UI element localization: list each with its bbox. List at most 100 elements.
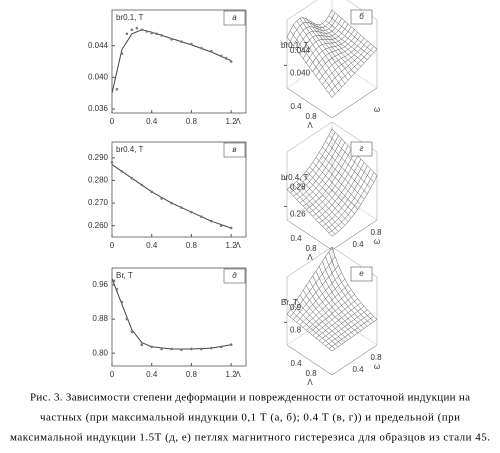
y-tick-label: 0.280 <box>88 176 109 185</box>
plot-frame <box>111 9 247 114</box>
caption-line: Рис. 3. Зависимости степени деформации и… <box>30 392 470 404</box>
surface-mesh <box>328 135 374 183</box>
surface-mesh <box>325 20 371 57</box>
surface-mesh <box>315 35 362 77</box>
surface-mesh <box>315 157 362 205</box>
caption-line: частных (при максимальной индукции 0,1 Т… <box>40 412 460 424</box>
panel-letter: е <box>359 269 364 278</box>
surface-mesh <box>328 316 374 349</box>
w-axis-label: ω <box>374 362 380 371</box>
data-point <box>200 46 203 50</box>
data-point <box>120 52 124 55</box>
data-point <box>120 300 124 304</box>
x-tick-label: 0.4 <box>290 359 302 368</box>
z-tick-label: 0.044 <box>290 46 311 55</box>
surface-mesh <box>322 146 368 195</box>
surface-mesh <box>312 22 358 71</box>
data-point <box>170 38 173 41</box>
x-tick-label: 0.8 <box>305 244 317 253</box>
z-tick-label: 0.8 <box>290 325 302 334</box>
data-point <box>115 87 119 91</box>
x-axis-label: Λ <box>307 378 313 387</box>
x-axis-label: Λ <box>235 241 241 250</box>
surface-mesh <box>318 37 365 81</box>
data-point <box>155 32 158 36</box>
z-tick-label: 0.9 <box>290 303 302 312</box>
data-point <box>140 28 144 32</box>
data-point <box>170 347 173 351</box>
x-axis-label: Λ <box>307 253 313 262</box>
surface-mesh <box>312 162 358 210</box>
surface-mesh <box>322 40 368 85</box>
data-point <box>229 226 233 230</box>
data-point <box>219 224 223 227</box>
panel-letter-box <box>223 10 246 26</box>
data-point <box>180 348 183 352</box>
x-tick-label: 0.8 <box>186 370 198 379</box>
data-point <box>145 30 149 33</box>
data-point <box>229 343 233 346</box>
data-point <box>150 190 154 194</box>
data-point <box>150 345 154 349</box>
z-tick-label: 0.26 <box>290 210 306 219</box>
data-point <box>130 28 134 32</box>
x-tick-label: 0.8 <box>186 117 198 126</box>
plot-frame <box>111 141 247 238</box>
surface-mesh <box>325 256 371 325</box>
surface-mesh <box>318 266 365 329</box>
data-point <box>135 26 139 30</box>
panel-letter-box <box>350 141 373 157</box>
w-tick-label: 0.4 <box>352 240 364 249</box>
surface-mesh <box>322 165 368 227</box>
x-tick-label: 0 <box>110 117 115 126</box>
w-tick-label: 0.4 <box>352 365 364 374</box>
surface-mesh <box>328 15 374 53</box>
data-point <box>130 176 134 180</box>
x-axis-label: Λ <box>307 121 313 130</box>
y-tick-label: 0.88 <box>92 314 108 323</box>
x-tick-label: 0 <box>110 370 115 379</box>
surface-mesh <box>312 155 358 217</box>
data-point <box>190 347 193 351</box>
y-tick-label: 0.96 <box>92 280 108 289</box>
x-axis-label: Λ <box>235 117 241 126</box>
y-tick-label: 0.260 <box>88 221 109 230</box>
x-tick-label: 1.2 <box>226 370 238 379</box>
data-point <box>190 210 193 214</box>
surface-mesh <box>312 298 358 336</box>
data-point <box>229 60 233 63</box>
surface-mesh <box>322 23 368 60</box>
x-tick-label: 0 <box>110 241 115 250</box>
data-point <box>140 183 144 187</box>
data-point <box>112 279 116 283</box>
panel-letter: г <box>360 144 364 153</box>
x-tick-label: 0.4 <box>146 370 158 379</box>
data-point <box>219 54 223 58</box>
surface-mesh <box>328 251 374 322</box>
data-point <box>130 330 134 334</box>
y-axis-label: Br, T <box>116 271 133 280</box>
x-tick-label: 0.4 <box>146 241 158 250</box>
x-tick-label: 0.8 <box>305 369 317 378</box>
w-axis-label: ω <box>374 237 380 246</box>
surface-mesh <box>315 270 362 331</box>
surface-mesh <box>331 175 378 237</box>
caption-line: максимальной индукции 1.5Т (д, е) петлях… <box>10 432 490 444</box>
x-tick-label: 0.4 <box>146 117 158 126</box>
data-point <box>180 206 183 209</box>
y-tick-label: 0.044 <box>88 41 109 50</box>
data-point <box>190 42 193 46</box>
surface-mesh <box>312 32 358 72</box>
panel-letter-box <box>223 142 246 158</box>
surface-mesh <box>328 172 375 234</box>
z-axis-label: br0.1, T <box>281 41 309 50</box>
x-tick-label: 1.2 <box>226 241 238 250</box>
data-point <box>150 31 154 35</box>
data-point <box>140 343 144 346</box>
y-tick-label: 0.80 <box>92 348 108 357</box>
y-axis-label: br0.4, T <box>116 145 144 154</box>
surface-mesh <box>315 158 362 220</box>
data-point <box>160 197 163 200</box>
